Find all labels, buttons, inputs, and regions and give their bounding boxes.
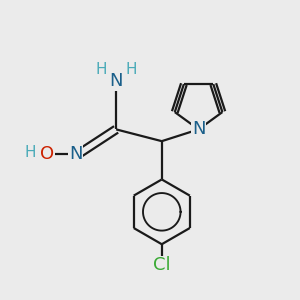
Text: N: N	[69, 146, 82, 164]
Text: N: N	[110, 72, 123, 90]
Text: N: N	[192, 120, 205, 138]
Text: Cl: Cl	[153, 256, 171, 274]
Text: O: O	[40, 146, 54, 164]
Text: H: H	[126, 61, 137, 76]
Text: H: H	[24, 146, 36, 160]
Text: H: H	[95, 61, 106, 76]
